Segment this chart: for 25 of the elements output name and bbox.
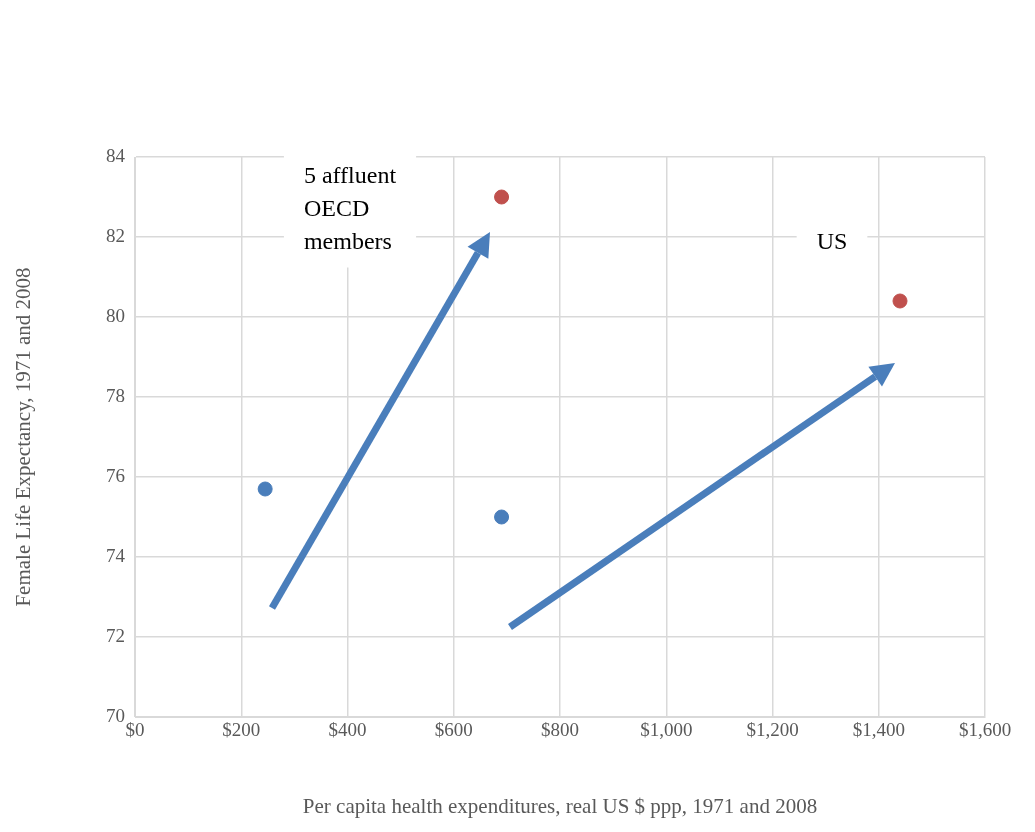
y-tick-label: 70 bbox=[106, 704, 125, 726]
annotation: 5 affluent OECD members bbox=[303, 162, 397, 255]
x-tick-label: $200 bbox=[222, 719, 261, 741]
x-tick-label: $1,400 bbox=[852, 719, 905, 741]
y-tick-label: 72 bbox=[106, 624, 125, 646]
point bbox=[257, 481, 273, 497]
y-tick-label: 80 bbox=[106, 304, 125, 326]
x-tick-label: $600 bbox=[434, 719, 473, 741]
y-tick-label: 76 bbox=[106, 464, 125, 486]
x-tick-label: $800 bbox=[541, 719, 579, 741]
point bbox=[494, 189, 510, 205]
y-axis-title: Female Life Expectancy, 1971 and 2008 bbox=[11, 267, 36, 607]
y-tick-label: 82 bbox=[106, 224, 125, 246]
x-tick-label: $1,200 bbox=[746, 719, 799, 741]
x-tick-label: $0 bbox=[125, 719, 145, 741]
x-tick-label: $400 bbox=[328, 719, 367, 741]
annotation: US bbox=[816, 228, 848, 255]
x-tick-label: $1,600 bbox=[958, 719, 1012, 741]
point bbox=[494, 509, 510, 525]
x-axis-title: Per capita health expenditures, real US $ ppp, 1971 and 2008 bbox=[302, 793, 818, 818]
y-tick-label: 84 bbox=[106, 144, 126, 166]
y-tick-label: 78 bbox=[106, 384, 125, 406]
y-tick-label: 74 bbox=[106, 544, 126, 566]
x-tick-label: $1,000 bbox=[640, 719, 693, 741]
point bbox=[892, 293, 908, 309]
